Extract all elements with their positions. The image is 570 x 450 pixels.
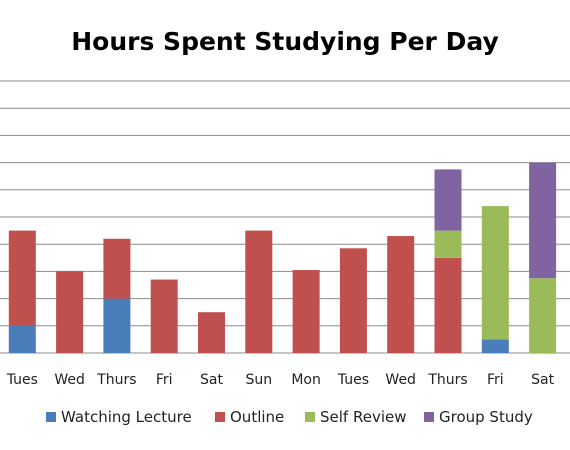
x-tick-label: Wed — [54, 372, 85, 388]
x-tick-label: Tues — [337, 372, 369, 388]
legend-swatch — [46, 412, 56, 422]
x-tick-label: Fri — [487, 372, 504, 388]
bar-segment-self-review — [529, 278, 557, 353]
x-tick-label: Mon — [291, 372, 321, 388]
bar-segment-group-study — [434, 169, 462, 231]
bar-segment-watching-lecture — [8, 325, 36, 353]
bar-segment-watching-lecture — [481, 339, 509, 353]
bar-segment-outline — [103, 238, 131, 299]
bars — [8, 162, 557, 353]
bar-segment-outline — [434, 257, 462, 353]
x-axis-tick-labels: nTuesWedThursFriSatSunMonTuesWedThursFri… — [6, 372, 555, 388]
legend-label: Outline — [230, 408, 284, 426]
legend-label: Group Study — [439, 408, 533, 426]
legend-swatch — [305, 412, 315, 422]
bar-segment-self-review — [434, 230, 462, 258]
bar-segment-self-review — [481, 206, 509, 340]
legend-swatch — [424, 412, 434, 422]
x-tick-label: Sun — [245, 372, 272, 388]
bar-segment-outline — [339, 248, 367, 353]
x-tick-label: Thurs — [96, 372, 136, 388]
chart-title: Hours Spent Studying Per Day — [71, 27, 499, 56]
bar-segment-outline — [292, 270, 320, 353]
x-tick-label: Sat — [200, 372, 223, 388]
bar-segment-watching-lecture — [103, 298, 131, 353]
gridlines — [0, 80, 570, 354]
legend-swatch — [215, 412, 225, 422]
legend: Watching Lecture Outline Self Review Group … — [46, 408, 533, 426]
legend-label: Self Review — [320, 408, 406, 426]
bar-segment-outline — [198, 312, 225, 353]
legend-label: Watching Lecture — [61, 408, 192, 426]
x-tick-label: Fri — [156, 372, 173, 388]
bar-segment-outline — [8, 230, 36, 326]
bar-segment-outline — [245, 230, 273, 353]
bar-segment-outline — [150, 279, 178, 353]
x-tick-label: Wed — [385, 372, 416, 388]
bar-segment-outline — [56, 271, 84, 353]
x-tick-label: Sat — [531, 372, 554, 388]
x-tick-label: Tues — [6, 372, 38, 388]
bar-segment-group-study — [529, 162, 557, 279]
bar-segment-outline — [387, 236, 415, 353]
x-tick-label: Thurs — [427, 372, 467, 388]
